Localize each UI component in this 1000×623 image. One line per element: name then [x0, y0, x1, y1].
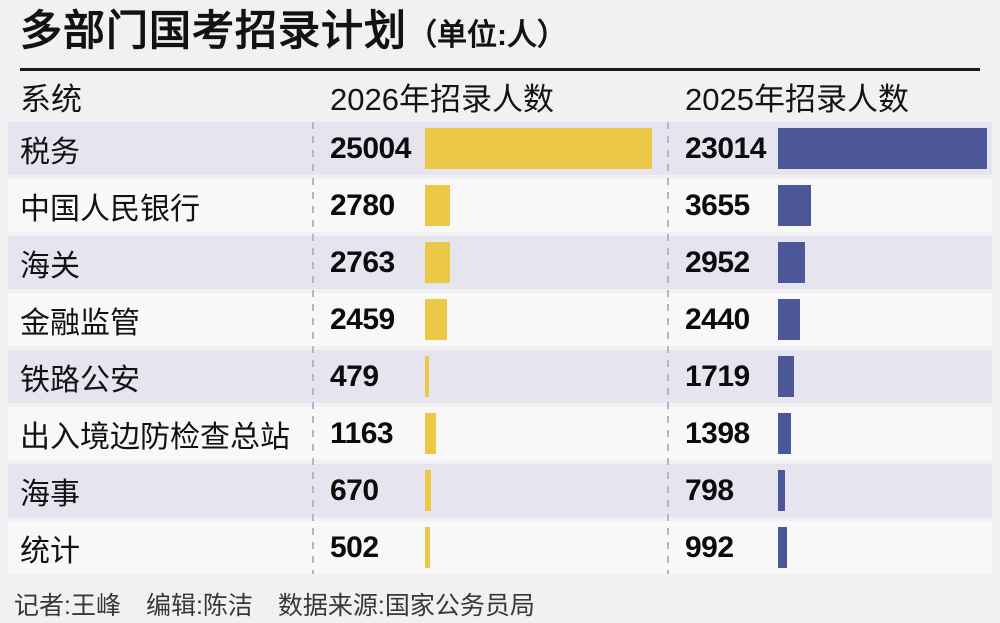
value-2026: 2763	[330, 245, 395, 279]
bar-2026	[425, 470, 432, 511]
row-label: 出入境边防检查总站	[20, 420, 290, 454]
table-row: 税务 25004 23014	[8, 122, 992, 175]
table-row: 海事 670 798	[8, 464, 992, 517]
value-2025: 1719	[685, 359, 750, 393]
bar-2025	[778, 470, 786, 511]
page-title-unit: （单位:人）	[407, 19, 568, 52]
table-row: 出入境边防检查总站 1163 1398	[8, 407, 992, 460]
bar-2025	[778, 299, 801, 340]
row-label: 海事	[20, 477, 80, 511]
table-row: 中国人民银行 2780 3655	[8, 179, 992, 232]
bar-2025	[778, 527, 787, 568]
bar-2025	[778, 356, 794, 397]
value-2025: 2440	[685, 302, 750, 336]
column-header-2025: 2025年招录人数	[685, 82, 909, 117]
value-2025: 992	[685, 530, 734, 564]
value-2026: 2780	[330, 188, 395, 222]
row-label: 中国人民银行	[20, 192, 200, 226]
value-2026: 25004	[330, 131, 411, 165]
table-row: 铁路公安 479 1719	[8, 350, 992, 403]
column-header-system: 系统	[20, 82, 82, 117]
column-divider-dashed-2	[667, 122, 669, 574]
value-2025: 1398	[685, 416, 750, 450]
table-row: 金融监管 2459 2440	[8, 293, 992, 346]
bar-2026	[425, 527, 430, 568]
value-2025: 3655	[685, 188, 750, 222]
bar-2025	[778, 185, 812, 226]
page-title: 多部门国考招录计划（单位:人）	[20, 8, 980, 71]
bar-2026	[425, 356, 430, 397]
value-2026: 670	[330, 473, 379, 507]
credits-source-line: 记者:王峰 编辑:陈洁 数据来源:国家公务员局	[14, 592, 535, 620]
bar-2025	[778, 242, 805, 283]
bar-2026	[425, 128, 652, 169]
bar-2026	[425, 242, 451, 283]
table-row: 统计 502 992	[8, 521, 992, 574]
table-header-row: 系统 2026年招录人数 2025年招录人数	[20, 71, 980, 122]
column-header-2026: 2026年招录人数	[330, 82, 554, 117]
row-label: 统计	[20, 534, 80, 568]
chart-rows: 税务 25004 23014 中国人民银行 2780 3655 海关 2763 …	[8, 122, 992, 574]
bar-2026	[425, 299, 448, 340]
value-2025: 2952	[685, 245, 750, 279]
row-label: 海关	[20, 249, 80, 283]
bar-2025	[778, 413, 791, 454]
value-2025: 798	[685, 473, 734, 507]
row-label: 铁路公安	[20, 363, 140, 397]
value-2026: 2459	[330, 302, 395, 336]
bar-2026	[425, 413, 436, 454]
page-title-text: 多部门国考招录计划	[20, 7, 408, 54]
bar-2026	[425, 185, 451, 226]
value-2026: 479	[330, 359, 379, 393]
value-2025: 23014	[685, 131, 766, 165]
value-2026: 502	[330, 530, 379, 564]
column-divider-dashed-1	[312, 122, 314, 574]
bar-2025	[778, 128, 987, 169]
table-row: 海关 2763 2952	[8, 236, 992, 289]
row-label: 金融监管	[20, 306, 140, 340]
row-label: 税务	[20, 135, 80, 169]
value-2026: 1163	[330, 416, 394, 450]
